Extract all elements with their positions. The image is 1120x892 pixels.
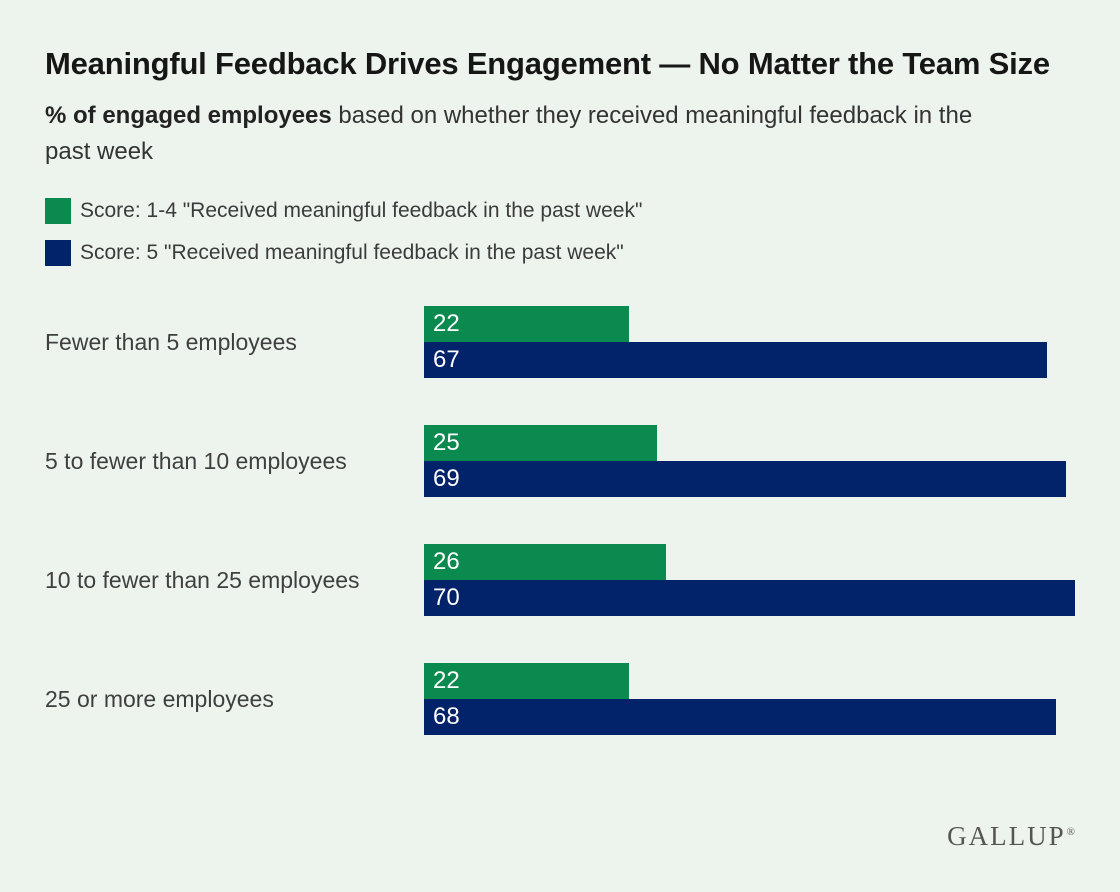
bar-score-1-4: 22 (424, 306, 629, 342)
chart-row: 10 to fewer than 25 employees 26 70 (45, 544, 1075, 616)
gallup-logo-text: GALLUP (947, 821, 1066, 851)
bar-score-1-4: 25 (424, 425, 657, 461)
chart-title: Meaningful Feedback Drives Engagement — … (45, 46, 1050, 81)
legend: Score: 1-4 "Received meaningful feedback… (45, 198, 1075, 266)
bar-value-label: 69 (433, 465, 460, 492)
chart-row: Fewer than 5 employees 22 67 (45, 306, 1075, 378)
registered-trademark-icon: ® (1066, 826, 1075, 838)
chart-rows: Fewer than 5 employees 22 67 5 to fewer tha… (45, 306, 1075, 735)
legend-item: Score: 5 "Received meaningful feedback i… (45, 240, 1075, 266)
bar-value-label: 26 (433, 548, 460, 575)
chart-row: 25 or more employees 22 68 (45, 663, 1075, 735)
bar-value-label: 68 (433, 703, 460, 730)
bar-score-5: 67 (424, 342, 1048, 378)
legend-label: Score: 5 "Received meaningful feedback i… (80, 241, 624, 264)
chart-row: 5 to fewer than 10 employees 25 69 (45, 425, 1075, 497)
subtitle-bold-text: % of engaged employees (45, 102, 332, 129)
bar-value-label: 22 (433, 667, 460, 694)
bar-score-5: 70 (424, 580, 1075, 616)
bar-value-label: 70 (433, 584, 460, 611)
legend-swatch-navy (45, 240, 71, 266)
category-label: 25 or more employees (45, 685, 274, 712)
bar-value-label: 22 (433, 310, 460, 337)
legend-swatch-green (45, 198, 71, 224)
bar-value-label: 25 (433, 429, 460, 456)
legend-item: Score: 1-4 "Received meaningful feedback… (45, 198, 1075, 224)
gallup-logo: GALLUP® (947, 821, 1075, 852)
bar-score-5: 69 (424, 461, 1066, 497)
bar-score-1-4: 26 (424, 544, 666, 580)
bar-group: 22 68 (424, 663, 1075, 735)
category-label: Fewer than 5 employees (45, 328, 297, 355)
bar-value-label: 67 (433, 346, 460, 373)
category-label: 10 to fewer than 25 employees (45, 566, 360, 593)
category-label: 5 to fewer than 10 employees (45, 447, 347, 474)
bar-score-5: 68 (424, 699, 1057, 735)
subtitle-rest-text: based on whether they received meaningfu… (45, 102, 973, 165)
bar-group: 26 70 (424, 544, 1075, 616)
legend-label: Score: 1-4 "Received meaningful feedback… (80, 199, 643, 222)
bar-group: 25 69 (424, 425, 1075, 497)
bar-group: 22 67 (424, 306, 1075, 378)
chart-subtitle: % of engaged employees based on whether … (45, 98, 1005, 170)
bar-score-1-4: 22 (424, 663, 629, 699)
